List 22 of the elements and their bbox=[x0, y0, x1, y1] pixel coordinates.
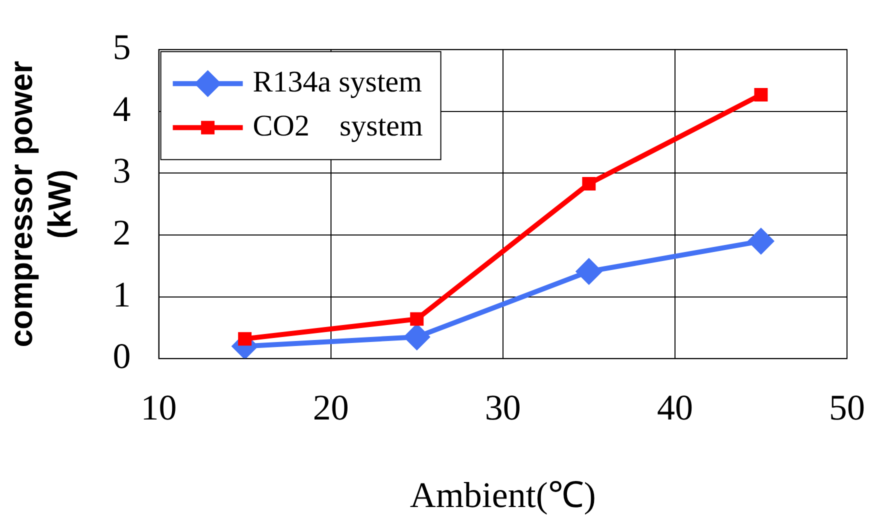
point bbox=[238, 332, 252, 346]
x-tick-label: 50 bbox=[829, 388, 865, 428]
x-axis-title: Ambient(℃) bbox=[410, 474, 596, 515]
y-tick-label: 0 bbox=[112, 336, 131, 376]
y-tick-label: 5 bbox=[112, 27, 131, 68]
point bbox=[404, 324, 430, 350]
x-tick-label: 40 bbox=[656, 388, 693, 428]
x-tick-label: 10 bbox=[140, 388, 177, 428]
point bbox=[410, 312, 424, 326]
y-tick-label: 2 bbox=[112, 212, 131, 252]
point bbox=[582, 176, 596, 190]
point bbox=[748, 228, 774, 254]
point bbox=[754, 88, 768, 102]
legend-label: CO2 system bbox=[252, 109, 423, 142]
point bbox=[576, 258, 602, 284]
y-axis-title: compressor power (kW) bbox=[3, 60, 78, 348]
y-tick-label: 4 bbox=[112, 88, 131, 129]
legend-label: R134a system bbox=[252, 65, 422, 98]
y-tick-label: 3 bbox=[112, 150, 131, 191]
y-tick-label: 1 bbox=[112, 274, 131, 314]
x-tick-label: 30 bbox=[484, 388, 521, 428]
x-tick-label: 20 bbox=[312, 388, 349, 428]
